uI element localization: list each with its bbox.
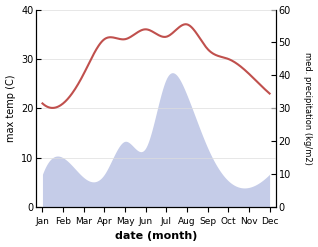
Y-axis label: med. precipitation (kg/m2): med. precipitation (kg/m2) [303, 52, 313, 165]
X-axis label: date (month): date (month) [115, 231, 197, 242]
Y-axis label: max temp (C): max temp (C) [5, 75, 16, 142]
